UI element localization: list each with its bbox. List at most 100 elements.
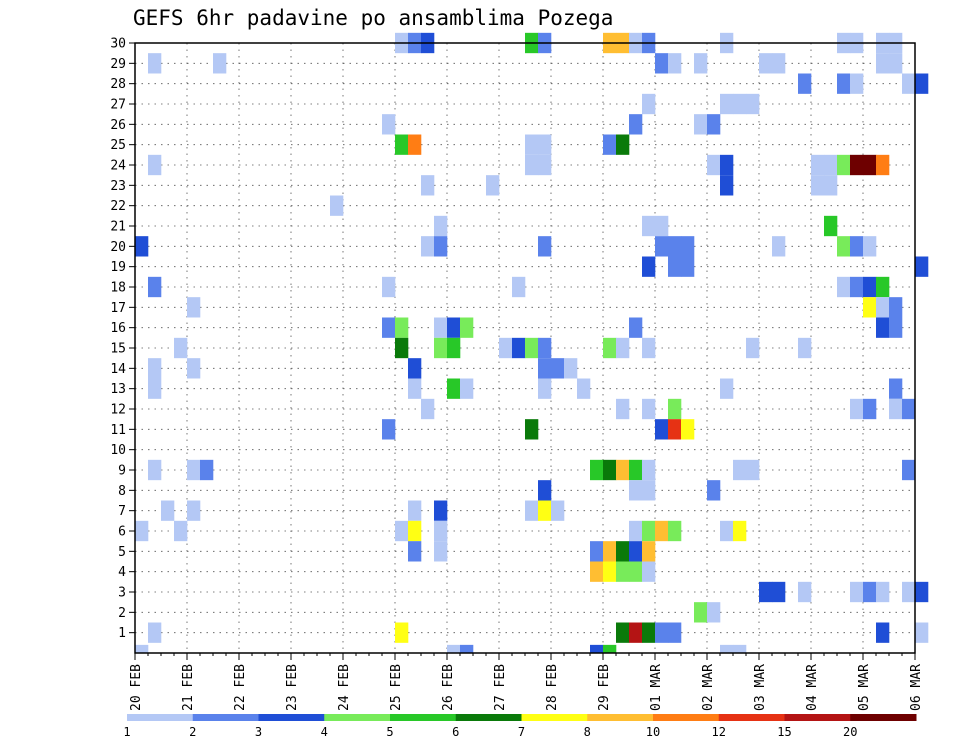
heatmap-cell xyxy=(746,459,760,481)
heatmap-cell xyxy=(759,53,773,74)
colorbar-swatch xyxy=(324,714,391,721)
heatmap-cell xyxy=(850,73,864,94)
colorbar-label: 20 xyxy=(843,725,857,739)
heatmap-cell xyxy=(525,419,539,440)
heatmap-cell xyxy=(538,154,552,176)
heatmap-cell xyxy=(629,317,643,338)
heatmap-cell xyxy=(187,500,201,521)
heatmap-cell xyxy=(642,520,656,542)
heatmap-cell xyxy=(642,256,656,277)
y-tick-label: 17 xyxy=(110,301,126,316)
y-tick-label: 8 xyxy=(118,484,126,499)
heatmap-cell xyxy=(603,337,617,359)
heatmap-cell xyxy=(642,541,656,562)
colorbar-swatch xyxy=(521,714,588,721)
heatmap-cell xyxy=(889,398,903,420)
y-tick-label: 24 xyxy=(110,159,126,174)
heatmap-cell xyxy=(629,459,643,481)
x-tick-label: 05 MAR xyxy=(857,664,872,711)
heatmap-cell xyxy=(629,622,643,643)
heatmap-cell xyxy=(148,378,162,399)
heatmap-cell xyxy=(720,520,734,542)
heatmap-cell xyxy=(538,358,552,379)
colorbar-swatch xyxy=(192,714,259,721)
y-tick-label: 3 xyxy=(118,586,126,601)
y-tick-label: 11 xyxy=(110,423,126,438)
colorbar-swatch xyxy=(587,714,654,721)
y-tick-label: 19 xyxy=(110,260,126,275)
heatmap-cell xyxy=(824,154,838,176)
heatmap-cell xyxy=(174,337,188,359)
colorbar-label: 12 xyxy=(712,725,726,739)
x-tick-label: 04 MAR xyxy=(805,664,820,711)
x-tick-label: 22 FEB xyxy=(233,664,248,711)
heatmap-cell xyxy=(863,276,877,298)
heatmap-cell xyxy=(538,378,552,399)
heatmap-cell xyxy=(616,622,630,643)
heatmap-cell xyxy=(512,276,526,298)
colorbar-swatch xyxy=(258,714,325,721)
heatmap-cell xyxy=(876,53,890,74)
heatmap-cell xyxy=(707,114,721,135)
heatmap-cell xyxy=(616,541,630,562)
heatmap-cell xyxy=(642,561,656,582)
heatmap-cell xyxy=(902,459,916,481)
colorbar-label: 10 xyxy=(646,725,660,739)
heatmap-cell xyxy=(642,459,656,481)
heatmap-cell xyxy=(590,561,604,582)
heatmap-cell xyxy=(733,644,747,653)
heatmap-cell xyxy=(395,622,409,643)
heatmap-cell xyxy=(447,317,461,338)
heatmap-cell xyxy=(148,622,162,643)
x-tick-label: 20 FEB xyxy=(129,664,144,711)
heatmap-cell xyxy=(434,236,448,257)
heatmap-cell xyxy=(200,459,214,481)
x-tick-label: 28 FEB xyxy=(545,664,560,711)
heatmap-cell xyxy=(603,459,617,481)
x-tick-label: 21 FEB xyxy=(181,664,196,711)
colorbar-label: 3 xyxy=(255,725,262,739)
heatmap-cell xyxy=(382,114,396,135)
heatmap-cell xyxy=(434,337,448,359)
heatmap-cell xyxy=(148,154,162,176)
heatmap-cell xyxy=(434,317,448,338)
heatmap-cell xyxy=(148,459,162,481)
heatmap-cell xyxy=(629,541,643,562)
heatmap-cell xyxy=(447,644,461,653)
heatmap-cell xyxy=(577,378,591,399)
heatmap-cell xyxy=(525,134,539,155)
colorbar-label: 1 xyxy=(123,725,130,739)
heatmap-cell xyxy=(915,622,929,643)
heatmap-cell xyxy=(590,459,604,481)
heatmap-cell xyxy=(707,602,721,623)
y-tick-label: 30 xyxy=(110,37,126,52)
heatmap-cell xyxy=(733,459,747,481)
heatmap-cell xyxy=(590,644,604,653)
x-tick-label: 01 MAR xyxy=(649,664,664,711)
x-axis-ticks: 20 FEB 21 FEB 22 FEB 23 FEB 24 FEB 25 FEB 26 F… xyxy=(129,653,924,711)
y-tick-label: 13 xyxy=(110,382,126,397)
heatmap-cell xyxy=(616,561,630,582)
y-tick-label: 14 xyxy=(110,362,126,377)
y-axis-ticks: 1234567891011121314151617181920212223242… xyxy=(110,37,135,641)
y-tick-label: 21 xyxy=(110,220,126,235)
heatmap-cell xyxy=(642,480,656,501)
colorbar-label: 4 xyxy=(321,725,328,739)
heatmap-cell xyxy=(135,236,149,257)
x-tick-label: 25 FEB xyxy=(389,664,404,711)
y-tick-label: 15 xyxy=(110,342,126,357)
heatmap-cell xyxy=(889,317,903,338)
colorbar-label: 8 xyxy=(584,725,591,739)
heatmap-cell xyxy=(551,358,565,379)
heatmap-cell xyxy=(642,622,656,643)
heatmap-cell xyxy=(668,256,682,277)
heatmap-cell xyxy=(538,480,552,501)
heatmap-cell xyxy=(889,297,903,318)
heatmap-cell xyxy=(148,276,162,298)
x-tick-label: 06 MAR xyxy=(909,664,924,711)
heatmap-cell xyxy=(876,154,890,176)
heatmap-cell xyxy=(681,236,695,257)
y-tick-label: 25 xyxy=(110,138,126,153)
heatmap-cell xyxy=(876,317,890,338)
heatmap-cell xyxy=(889,53,903,74)
